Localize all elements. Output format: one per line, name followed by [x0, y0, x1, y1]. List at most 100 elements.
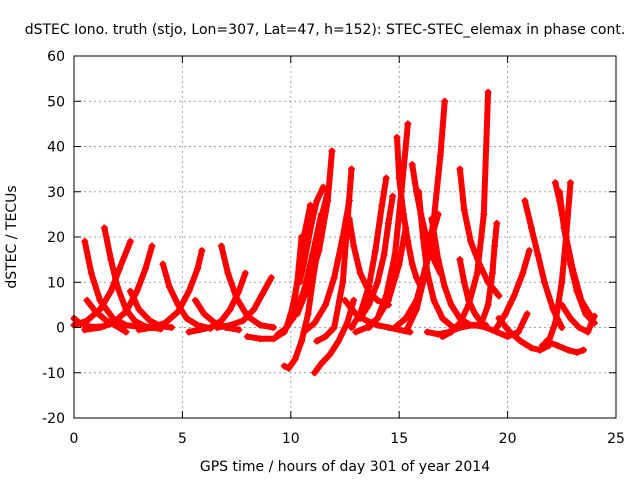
data-point	[378, 201, 386, 209]
data-point	[558, 324, 566, 331]
data-point	[521, 197, 529, 205]
x-tick-label: 15	[390, 431, 408, 447]
data-point	[384, 324, 392, 331]
series-line	[415, 188, 457, 331]
data-point	[551, 179, 559, 187]
data-point	[371, 247, 379, 255]
data-point	[382, 174, 390, 182]
data-point	[217, 242, 225, 250]
data-point	[113, 283, 121, 291]
data-point	[81, 326, 89, 334]
data-point	[159, 260, 167, 268]
data-series	[185, 269, 249, 336]
data-point	[183, 314, 191, 322]
data-point	[250, 305, 258, 313]
data-point	[566, 314, 574, 322]
data-point	[235, 326, 243, 334]
data-series	[556, 188, 598, 327]
data-point	[523, 310, 531, 318]
data-point	[345, 215, 353, 223]
series-line	[296, 184, 327, 286]
data-point	[590, 312, 598, 320]
data-point	[87, 269, 95, 277]
data-point	[81, 238, 89, 246]
data-point	[374, 296, 382, 304]
y-tick-label: 50	[47, 94, 65, 110]
data-point	[100, 224, 108, 232]
data-point	[352, 328, 360, 336]
data-point	[313, 197, 321, 205]
chart-title: dSTEC Iono. truth (stjo, Lon=307, Lat=47…	[25, 22, 626, 38]
data-point	[491, 242, 499, 250]
y-tick-label: 30	[47, 185, 65, 201]
y-tick-label: -20	[42, 411, 65, 427]
data-point	[391, 251, 399, 259]
data-point	[395, 174, 403, 182]
data-point	[126, 238, 134, 246]
data-point	[471, 321, 479, 329]
data-point	[415, 188, 423, 196]
data-point	[480, 210, 488, 218]
data-point	[566, 260, 574, 268]
data-point	[439, 333, 447, 341]
data-point	[501, 310, 509, 318]
data-point	[274, 330, 282, 338]
data-point	[116, 265, 124, 273]
axis-ticks: 0 5 10 15 20 25 -20 -10 0 10 20 30 40 50 60	[42, 49, 625, 447]
data-point	[83, 296, 91, 304]
data-point	[194, 265, 202, 273]
data-point	[395, 260, 403, 268]
data-point	[413, 274, 421, 282]
data-point	[365, 301, 373, 309]
data-series	[558, 301, 598, 336]
x-tick-label: 25	[607, 431, 625, 447]
data-point	[226, 305, 234, 313]
data-point	[243, 333, 251, 341]
data-point	[350, 296, 358, 304]
data-point	[235, 287, 243, 295]
data-point	[365, 324, 373, 331]
data-point	[584, 328, 592, 336]
data-point	[185, 328, 193, 336]
data-point	[488, 269, 496, 277]
data-point	[168, 324, 176, 331]
data-point	[256, 321, 264, 329]
data-point	[404, 120, 412, 128]
data-point	[196, 326, 204, 334]
data-point	[402, 314, 410, 322]
data-point	[374, 278, 382, 286]
data-point	[404, 238, 412, 246]
data-series	[478, 219, 501, 327]
data-point	[391, 324, 399, 331]
data-point	[471, 310, 479, 318]
data-point	[198, 247, 206, 255]
x-axis-label: GPS time / hours of day 301 of year 2014	[200, 459, 490, 475]
data-point	[291, 292, 299, 300]
data-point	[543, 337, 551, 345]
data-point	[579, 346, 587, 354]
data-point	[300, 260, 308, 268]
data-point	[330, 274, 338, 282]
data-point	[83, 317, 91, 325]
data-point	[161, 319, 169, 327]
data-point	[406, 328, 414, 336]
data-point	[434, 330, 442, 338]
data-point	[217, 317, 225, 325]
data-point	[133, 287, 141, 295]
data-point	[441, 283, 449, 291]
data-point	[315, 247, 323, 255]
data-point	[582, 310, 590, 318]
data-point	[131, 317, 139, 325]
plot-area	[70, 88, 598, 377]
data-point	[573, 287, 581, 295]
x-tick-label: 20	[499, 431, 517, 447]
data-point	[339, 278, 347, 286]
data-point	[213, 324, 221, 331]
data-point	[269, 335, 277, 343]
data-series	[213, 274, 275, 331]
data-point	[109, 319, 117, 327]
data-point	[519, 269, 527, 277]
data-point	[493, 219, 501, 227]
series-line	[539, 179, 574, 349]
data-point	[350, 242, 358, 250]
